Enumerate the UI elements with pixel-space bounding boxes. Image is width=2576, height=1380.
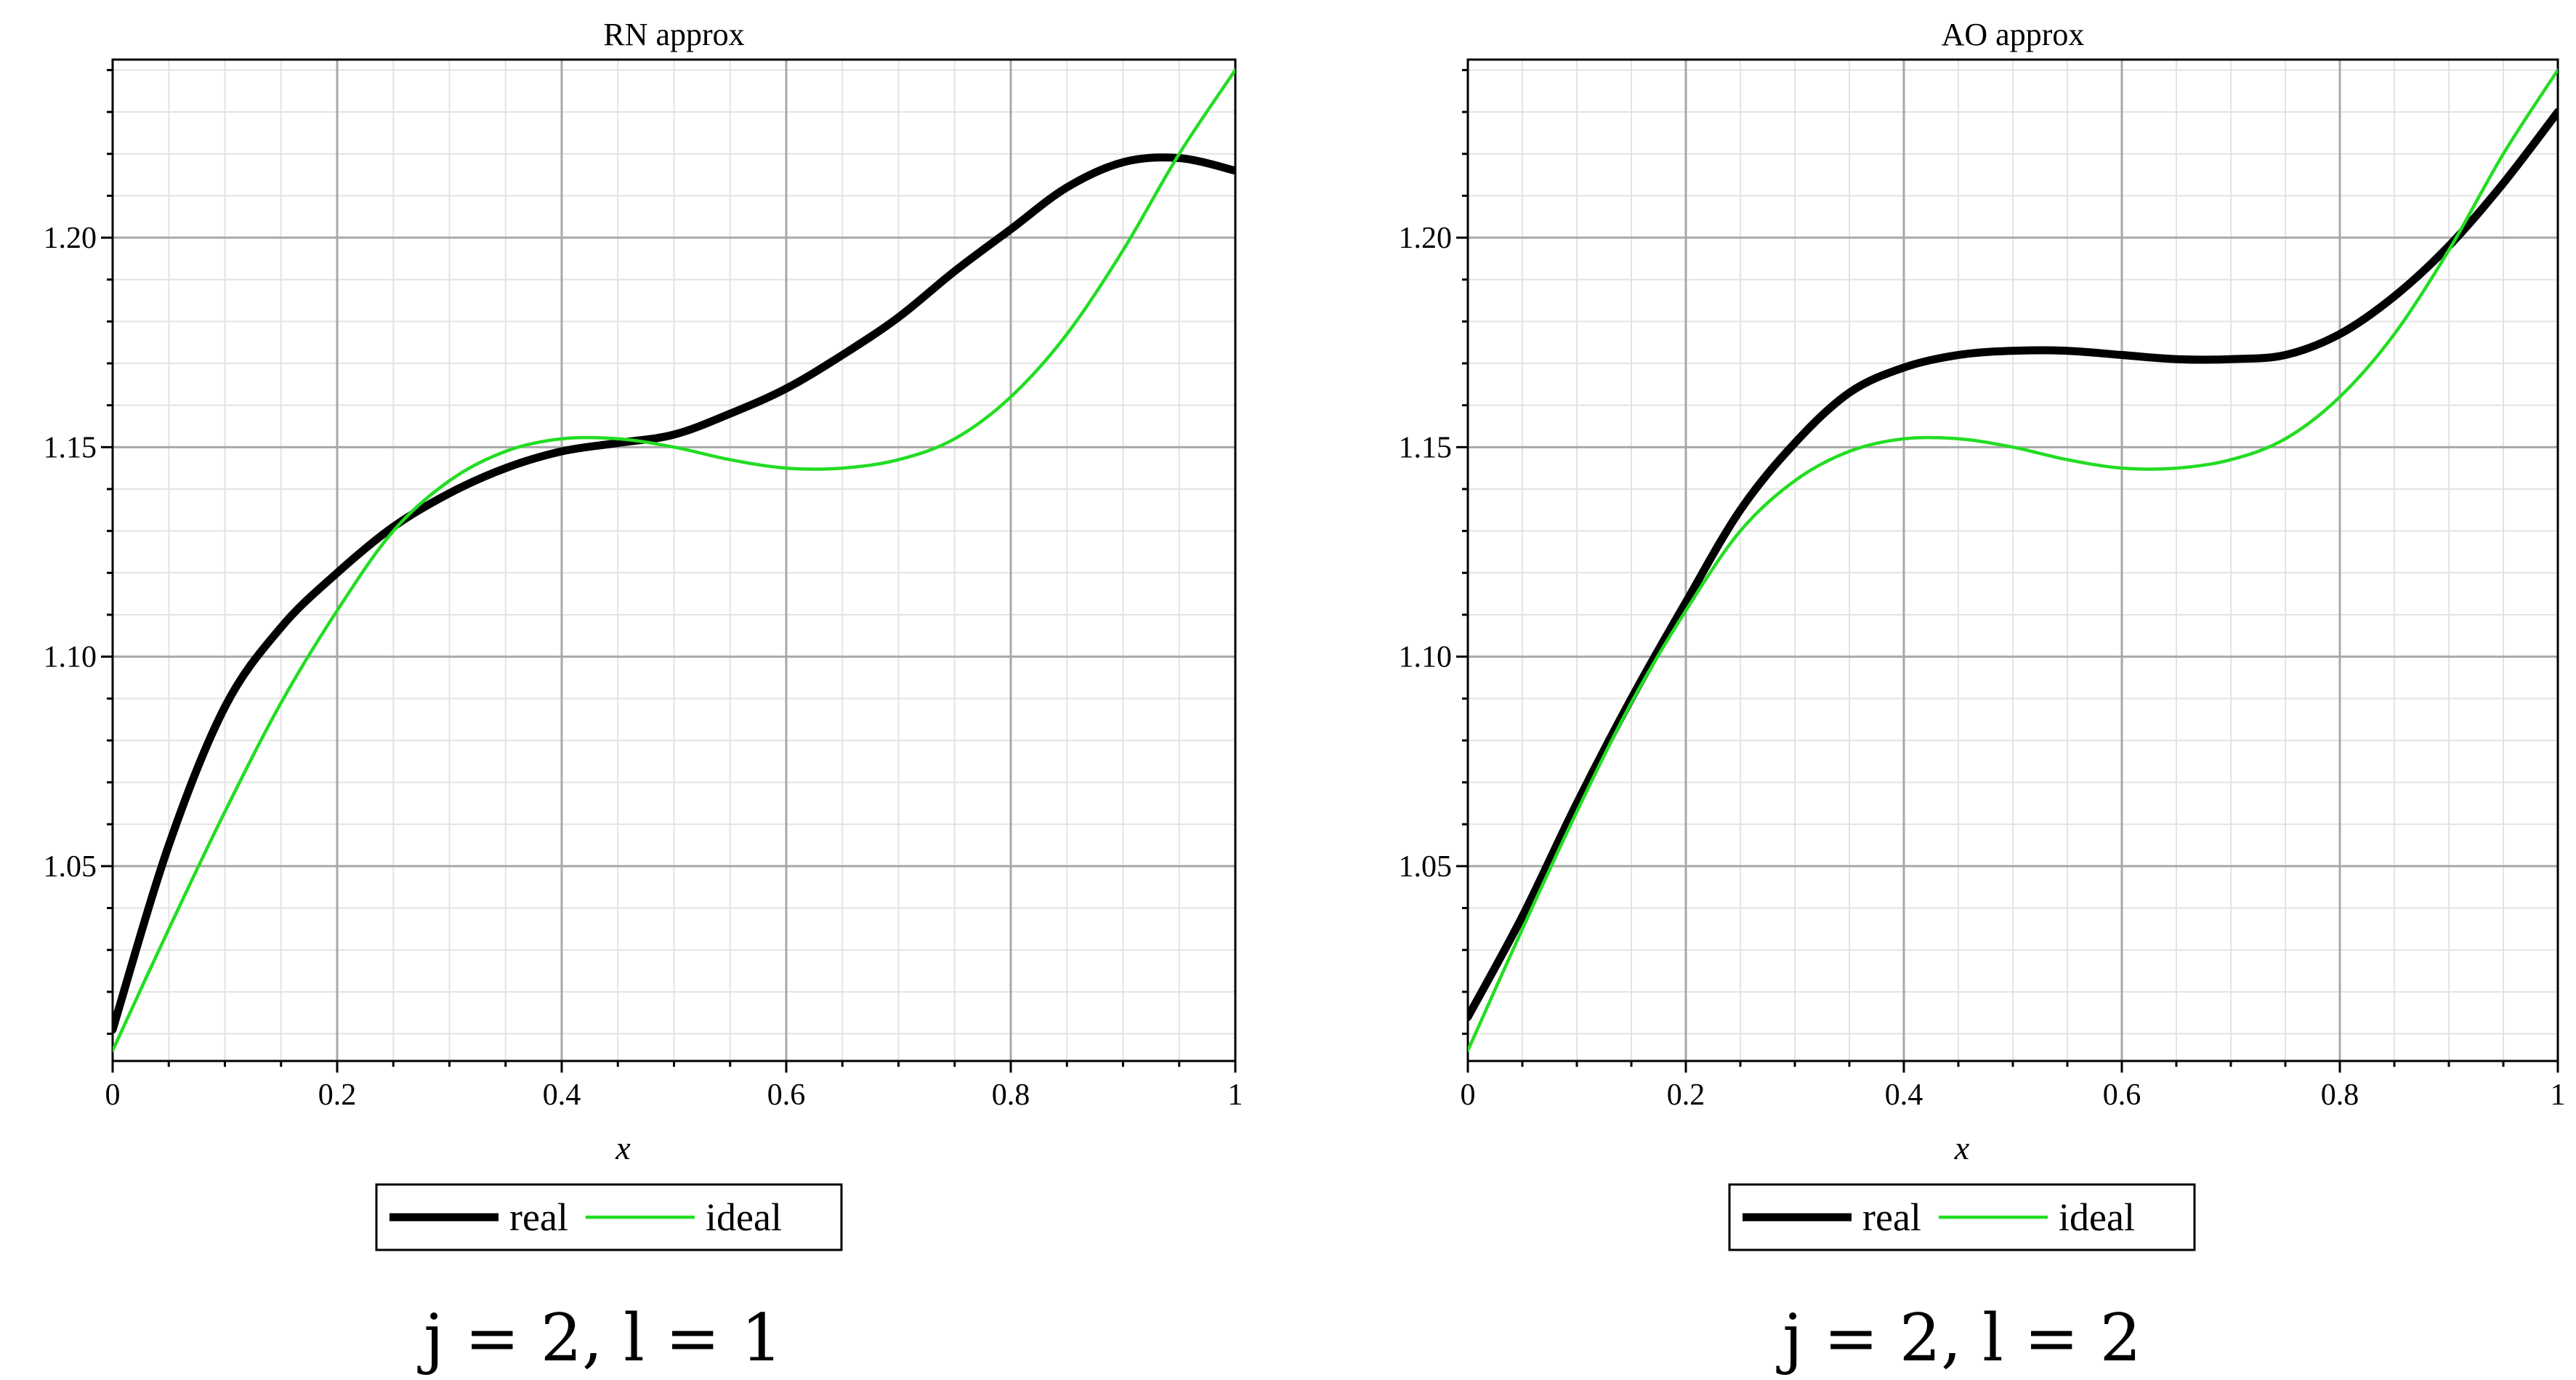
legend-label-ideal: ideal [2059,1195,2135,1239]
legend: real ideal [1728,1183,2196,1251]
y-tick-label: 1.20 [44,222,97,255]
x-tick-label: 1 [2551,1078,2566,1112]
x-tick-label: 0 [105,1078,121,1112]
legend-label-real: real [1862,1195,1921,1239]
chart-title: RN approx [603,17,744,52]
legend: real ideal [375,1183,843,1251]
chart-title: AO approx [1942,17,2085,52]
x-tick-label: 0.2 [1667,1078,1705,1112]
x-tick-label: 0.6 [767,1078,806,1112]
x-axis-label: x [615,1129,631,1166]
x-tick-label: 0.6 [2103,1078,2141,1112]
series-line-ideal [1468,68,2558,1052]
series-line-ideal [113,68,1235,1052]
y-tick-label: 1.20 [1399,222,1453,255]
legend-label-ideal: ideal [706,1195,782,1239]
x-tick-label: 1 [1228,1078,1243,1112]
panel-caption: j = 2, l = 2 [1776,1300,2141,1376]
series-line-real [1468,108,2558,1021]
y-tick-label: 1.05 [44,850,97,884]
x-tick-label: 0.2 [318,1078,357,1112]
x-tick-label: 0.8 [2321,1078,2359,1112]
y-tick-label: 1.10 [44,641,97,674]
chart-panel-2: 0 0.2 0.4 0.6 0.8 1 1.05 1.10 1.15 1.20 AO approx x… [1399,17,2566,1376]
legend-label-real: real [509,1195,568,1239]
y-tick-label: 1.05 [1399,850,1453,884]
x-tick-label: 0 [1461,1078,1476,1112]
x-tick-label: 0.4 [1885,1078,1923,1112]
panel-caption: j = 2, l = 1 [417,1300,783,1376]
x-tick-label: 0.8 [992,1078,1030,1112]
x-axis-label: x [1954,1129,1970,1166]
chart-panel-1: 0 0.2 0.4 0.6 0.8 1 1.05 1.10 1.15 1.20 RN approx x… [44,17,1243,1376]
y-tick-label: 1.15 [1399,431,1453,464]
y-tick-label: 1.15 [44,431,97,464]
x-tick-label: 0.4 [543,1078,581,1112]
y-tick-label: 1.10 [1399,641,1453,674]
